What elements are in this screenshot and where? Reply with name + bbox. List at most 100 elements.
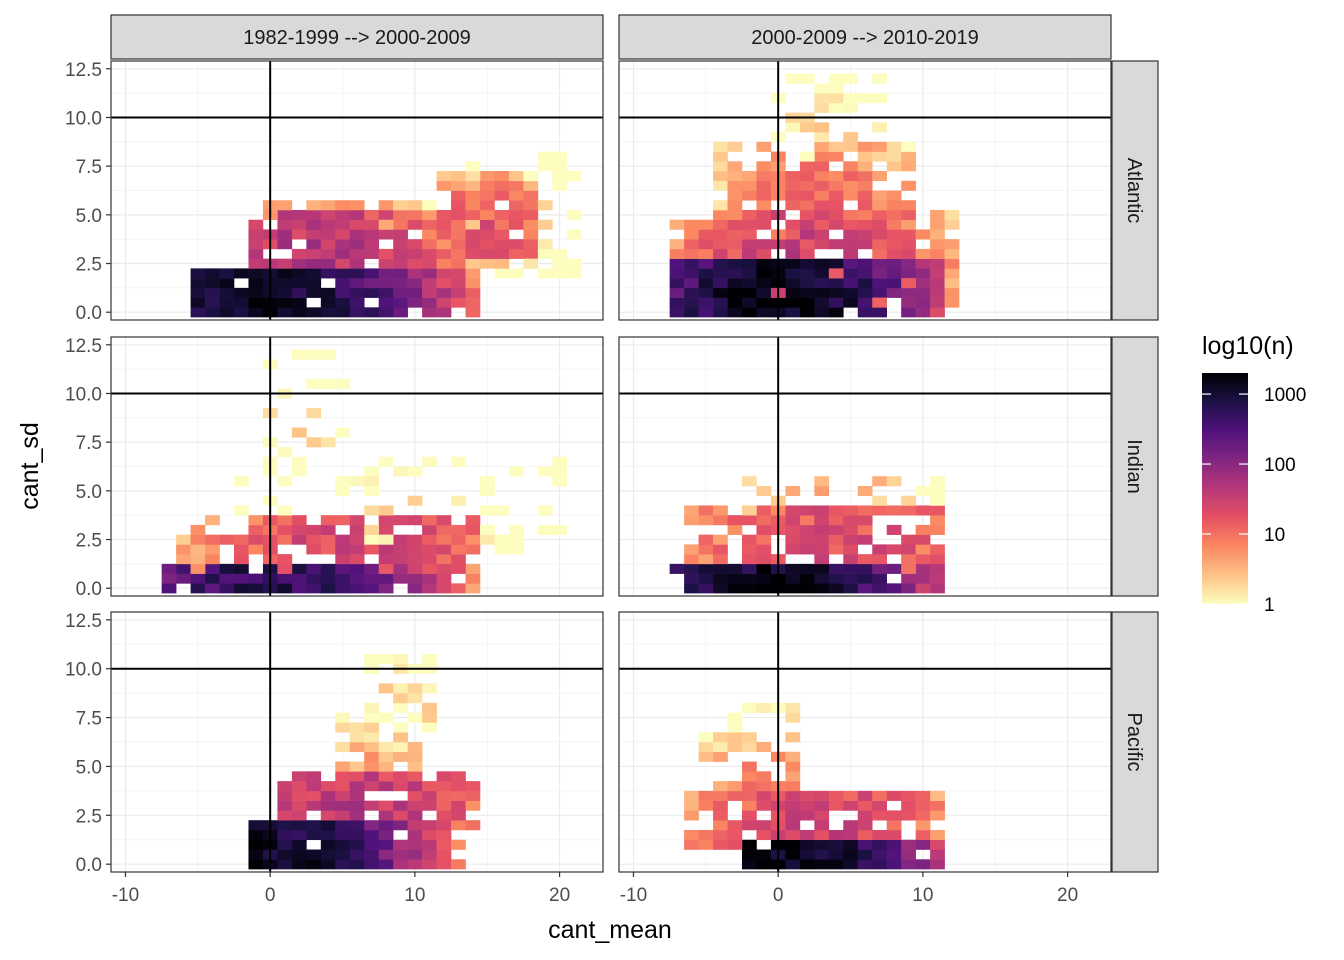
heat-tile <box>713 287 728 298</box>
heat-tile <box>930 839 945 850</box>
heat-tile <box>494 544 510 555</box>
heat-tile <box>930 859 945 870</box>
heat-tile <box>219 583 235 594</box>
heat-tile <box>742 742 757 753</box>
heat-tile <box>814 534 830 545</box>
heat-tile <box>335 258 351 269</box>
heat-tile <box>436 810 452 821</box>
heat-tile <box>378 849 394 860</box>
y-tick-label: 10.0 <box>65 660 102 681</box>
heat-tile <box>756 554 772 565</box>
heat-tile <box>713 829 728 841</box>
heat-tile <box>364 751 380 762</box>
heat-tile <box>799 800 815 811</box>
heat-tile <box>872 544 888 555</box>
heat-tile <box>756 200 772 211</box>
heat-tile <box>451 771 466 782</box>
heat-tile <box>248 829 264 841</box>
heat-tile <box>248 278 264 289</box>
heat-tile <box>713 732 728 743</box>
heat-tile <box>465 287 481 298</box>
heat-tile <box>393 732 408 743</box>
heat-tile <box>364 820 380 831</box>
legend-colorbar <box>1202 373 1248 604</box>
heat-tile <box>480 248 495 259</box>
heat-tile <box>277 515 293 526</box>
heat-tile <box>494 180 510 191</box>
heat-tile <box>480 229 495 240</box>
heat-tile <box>436 583 452 594</box>
heat-tile <box>814 544 830 555</box>
heat-tile <box>378 654 394 665</box>
heat-tile <box>320 229 336 240</box>
heat-tile <box>422 268 437 279</box>
heat-tile <box>814 800 830 811</box>
heat-tile <box>291 268 307 279</box>
heat-tile <box>799 171 815 182</box>
heat-tile <box>756 190 772 201</box>
heat-tile <box>669 278 685 289</box>
heat-tile <box>219 287 235 298</box>
heat-tile <box>508 248 524 259</box>
heat-tile <box>857 800 873 811</box>
heat-tile <box>698 505 714 516</box>
heat-tile <box>291 297 307 308</box>
heat-tile <box>335 761 351 772</box>
heat-tile <box>335 427 351 438</box>
y-tick-label: 12.5 <box>65 611 102 632</box>
heat-tile <box>465 790 481 801</box>
heat-tile <box>393 839 408 850</box>
heat-tile <box>422 209 437 221</box>
heat-tile <box>234 554 249 565</box>
heat-tile <box>407 820 423 831</box>
heat-tile <box>349 839 365 850</box>
heat-tile <box>291 427 307 438</box>
heat-tile <box>785 505 801 516</box>
heat-tile <box>915 258 931 269</box>
heat-tile <box>465 800 481 811</box>
heat-tile <box>843 132 859 143</box>
heat-tile <box>713 307 728 318</box>
heat-tile <box>205 554 220 565</box>
heat-tile <box>915 544 931 555</box>
heat-tile <box>756 268 772 279</box>
heat-tile <box>508 190 524 201</box>
heat-tile <box>393 859 408 870</box>
heat-tile <box>349 573 365 584</box>
heat-tile <box>364 583 380 594</box>
heat-tile <box>436 307 452 318</box>
heat-tile <box>436 171 452 182</box>
heat-tile <box>277 849 293 860</box>
heat-tile <box>930 524 945 535</box>
heat-tile <box>799 515 815 526</box>
heat-tile <box>349 239 365 250</box>
heat-tile <box>320 268 336 279</box>
heat-tile <box>713 258 728 269</box>
heat-tile <box>335 378 351 389</box>
heat-tile <box>785 534 801 545</box>
heat-tile <box>713 248 728 259</box>
heat-tile <box>465 161 481 172</box>
heat-tile <box>508 268 524 279</box>
heat-tile <box>698 278 714 289</box>
heat-tile <box>684 583 699 594</box>
heat-tile <box>814 122 830 133</box>
heat-tile <box>857 573 873 584</box>
heat-tile <box>451 583 466 594</box>
heat-tile <box>857 180 873 191</box>
heat-tile <box>930 268 945 279</box>
heat-tile <box>407 859 423 870</box>
heat-tile <box>944 287 960 298</box>
heat-tile <box>494 258 510 269</box>
heat-tile <box>742 554 757 565</box>
heat-tile <box>552 180 568 191</box>
heat-tile <box>698 839 714 850</box>
y-tick-label: 0.0 <box>76 579 102 600</box>
heat-tile <box>277 258 293 269</box>
heat-tile <box>552 268 568 279</box>
heat-tile <box>349 278 365 289</box>
heat-tile <box>756 859 772 870</box>
heat-tile <box>494 209 510 221</box>
heat-tile <box>843 161 859 172</box>
heat-tile <box>320 810 336 821</box>
